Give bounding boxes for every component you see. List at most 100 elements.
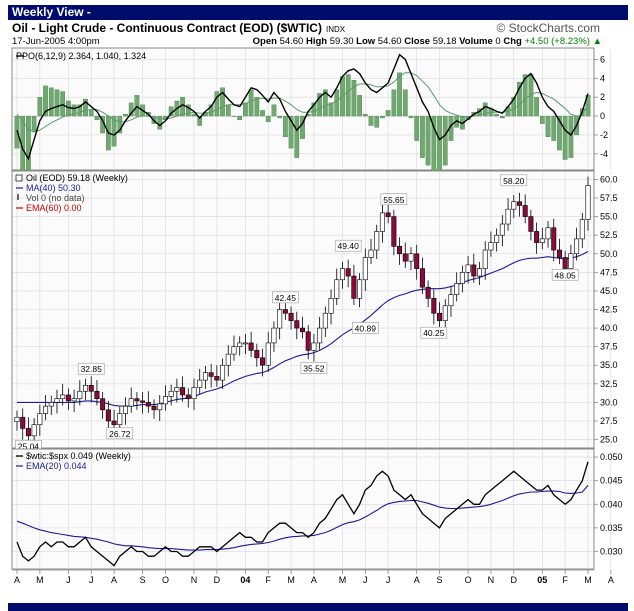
ppo-histogram-bar — [271, 104, 277, 117]
ppo-histogram-bar — [499, 115, 505, 119]
price-annotation-box — [77, 362, 105, 375]
ppo-histogram-bar — [237, 115, 243, 121]
down-candle — [260, 357, 266, 366]
down-candle — [208, 372, 214, 377]
down-candle — [25, 428, 31, 437]
down-candle — [471, 264, 477, 277]
up-candle — [585, 185, 591, 220]
x-axis-label: S — [140, 575, 146, 585]
up-candle — [31, 424, 37, 437]
ppo-histogram-bar — [345, 74, 351, 117]
up-candle — [197, 379, 203, 388]
up-candle — [448, 294, 454, 307]
up-candle — [60, 394, 66, 399]
up-candle — [379, 212, 385, 232]
down-candle — [88, 385, 94, 392]
brand-link[interactable]: © StockCharts.com — [496, 21, 600, 35]
ppo-histogram-bar — [191, 114, 197, 117]
ppo-line — [16, 53, 589, 161]
ppo-histogram-bar — [220, 87, 225, 117]
down-candle — [516, 201, 522, 206]
price-annotation: 49.40 — [338, 241, 360, 251]
up-candle — [225, 353, 231, 366]
down-candle — [20, 416, 26, 429]
price-legend: Oil (EOD) 59.18 (Weekly) MA(40) 50.30 Vo… — [15, 173, 128, 213]
x-axis-label: F — [562, 575, 568, 585]
ma40-line — [17, 251, 589, 407]
vol-legend-icon — [17, 194, 19, 200]
ppo-histogram-bar — [420, 115, 425, 158]
x-axis-label: J — [89, 575, 94, 585]
price-annotation-box — [106, 427, 134, 440]
down-candle — [305, 331, 311, 351]
volume-label: Volume — [459, 36, 493, 47]
up-candle — [459, 272, 465, 284]
price-annotation: 40.25 — [423, 328, 445, 338]
price-y-tick-label: 42.5 — [600, 305, 618, 315]
ppo-histogram-bar — [568, 115, 574, 158]
ppo-histogram-bar — [368, 115, 374, 126]
up-candle — [334, 279, 340, 299]
x-axis-label: 04 — [240, 575, 250, 585]
up-candle — [362, 257, 368, 281]
x-axis-label: A — [414, 575, 420, 585]
ppo-histogram-bar — [265, 115, 271, 122]
up-candle — [368, 249, 374, 258]
up-candle — [574, 238, 580, 255]
ppo-histogram-bar — [283, 115, 288, 137]
ppo-histogram-bar — [94, 115, 100, 121]
down-candle — [248, 342, 254, 351]
view-title: Weekly View - — [12, 5, 91, 19]
down-candle — [134, 398, 140, 402]
up-candle — [328, 298, 334, 314]
high-label: High — [305, 36, 328, 47]
ppo-histogram-bar — [385, 110, 391, 117]
chart-title: Oil - Light Crude - Continuous Contract … — [12, 21, 322, 35]
price-annotation: 48.05 — [555, 270, 577, 280]
ppo-histogram-bar — [300, 115, 305, 139]
down-candle — [431, 298, 437, 314]
price-y-tick-label: 35.0 — [600, 360, 618, 370]
ppo-histogram-bar — [551, 115, 557, 141]
x-axis-label: N — [488, 575, 495, 585]
down-candle — [100, 398, 106, 411]
down-candle — [65, 394, 71, 402]
price-legend-title: Oil (EOD) 59.18 (Weekly) — [26, 173, 128, 183]
x-axis-label: A — [14, 575, 20, 585]
up-candle — [374, 231, 380, 251]
ppo-histogram-bar — [77, 104, 83, 117]
quote-date: 17-Jun-2005 4:00pm — [12, 36, 100, 47]
ppo-histogram-bar — [362, 114, 368, 117]
ppo-y-tick-label: 4 — [600, 73, 605, 83]
price-y-tick-label: 45.0 — [600, 286, 618, 296]
price-annotation-box — [272, 291, 299, 304]
x-axis-label: M — [36, 575, 44, 585]
ratio-y-tick-label: 0.050 — [600, 452, 623, 462]
down-candle — [282, 309, 288, 314]
footer-bar — [8, 603, 628, 611]
close-value: 59.18 — [432, 36, 457, 47]
up-candle — [442, 305, 448, 321]
ppo-histogram-bar — [71, 104, 77, 117]
chart-header: Oil - Light Crude - Continuous Contract … — [12, 21, 602, 35]
price-y-tick-label: 47.5 — [600, 267, 618, 277]
up-candle — [271, 327, 277, 344]
ppo-y-tick-label: 0 — [600, 111, 605, 121]
quote-values: Open 54.60 High 59.30 Low 54.60 Close 59… — [253, 36, 602, 47]
view-title-bar: Weekly View - — [8, 5, 628, 20]
up-candle — [237, 342, 243, 347]
price-y-tick-label: 25.0 — [600, 435, 618, 445]
up-candle — [482, 249, 488, 269]
price-y-tick-label: 37.5 — [600, 342, 618, 352]
down-candle — [94, 390, 100, 399]
ppo-histogram-bar — [54, 89, 60, 117]
up-candle — [220, 364, 226, 381]
up-arrow-icon: ▲ — [592, 36, 602, 47]
up-candle — [339, 268, 345, 281]
ppo-y-tick-label: -2 — [600, 130, 608, 140]
ratio-line — [16, 461, 589, 567]
down-candle — [140, 400, 146, 403]
ppo-histogram-bar — [414, 115, 420, 141]
down-candle — [151, 405, 157, 411]
up-candle — [488, 242, 494, 251]
